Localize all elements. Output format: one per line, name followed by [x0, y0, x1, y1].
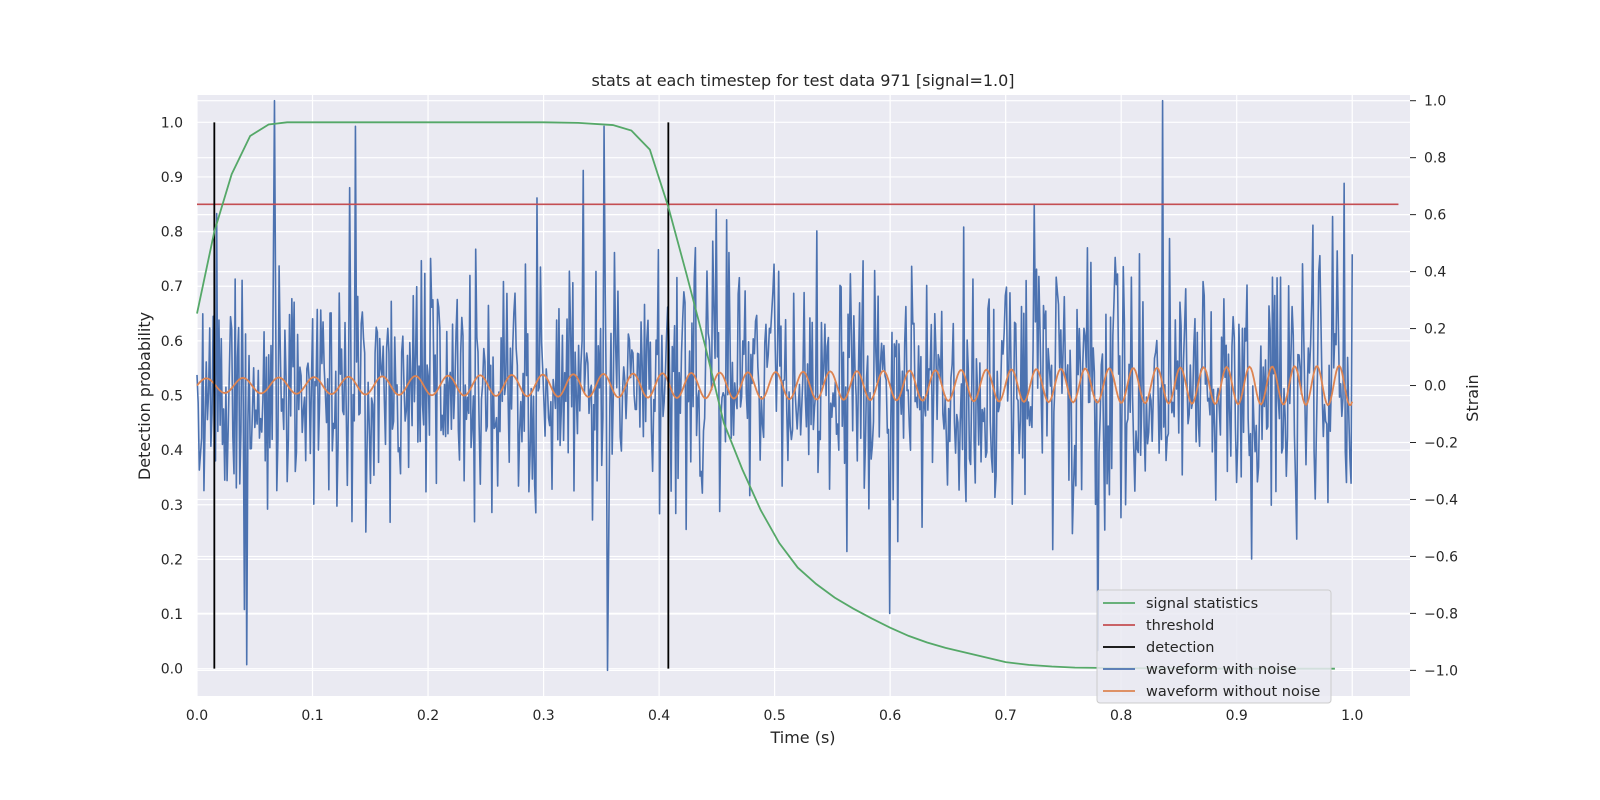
x-tick-label: 0.5 — [763, 708, 785, 724]
legend-label-waveform-with-noise: waveform with noise — [1146, 662, 1297, 678]
y-tick-label: 0.1 — [161, 607, 183, 623]
plot-area — [196, 99, 1399, 672]
y2-tick-label: −1.0 — [1424, 663, 1458, 679]
y-tick-label: 0.3 — [161, 498, 183, 514]
legend-label-waveform-without-noise: waveform without noise — [1146, 684, 1320, 700]
y2-tick-label: 0.6 — [1424, 208, 1446, 224]
series-waveform-with-noise — [196, 99, 1354, 672]
x-tick-label: 0.3 — [532, 708, 554, 724]
y2-tick-label: −0.8 — [1424, 606, 1458, 622]
x-tick-label: 1.0 — [1341, 708, 1363, 724]
legend-box — [1096, 589, 1332, 704]
legend: signal statistics threshold detection wa… — [1096, 589, 1332, 704]
y-tick-label: 0.4 — [161, 443, 183, 459]
x-tick-label: 0.2 — [417, 708, 439, 724]
x-tick-label: 0.8 — [1110, 708, 1132, 724]
y2-tick-label: 1.0 — [1424, 94, 1446, 110]
y-tick-label: 0.9 — [161, 170, 183, 186]
y2-tick-label: −0.2 — [1424, 435, 1458, 451]
y2-axis-label: Strain — [1463, 374, 1482, 421]
x-axis-label: Time (s) — [769, 728, 835, 747]
y-tick-label: 0.6 — [161, 334, 183, 350]
series-waveform-without-noise — [196, 364, 1354, 407]
chart-title: stats at each timestep for test data 971… — [591, 71, 1014, 90]
x-tick-label: 0.9 — [1226, 708, 1248, 724]
x-tick-label: 0.6 — [879, 708, 901, 724]
y2-tick-label: 0.2 — [1424, 322, 1446, 338]
y-tick-label: 0.5 — [161, 389, 183, 405]
y2-tick-label: 0.8 — [1424, 151, 1446, 167]
y2-tick-label: −0.4 — [1424, 492, 1458, 508]
grid — [196, 95, 1410, 696]
series-signal-statistics — [196, 121, 1335, 670]
y2-tick-label: 0.4 — [1424, 265, 1446, 281]
y-tick-label: 0.2 — [161, 552, 183, 568]
axes: 0.0 0.1 0.2 0.3 0.4 0.5 0.6 0.7 0.8 0.9 1.0 0.0 0.1 0… — [161, 94, 1458, 724]
y-axis-label: Detection probability — [135, 312, 154, 480]
y-tick-label: 0.8 — [161, 225, 183, 241]
legend-label-signal-statistics: signal statistics — [1146, 596, 1258, 612]
y-tick-label: 1.0 — [161, 115, 183, 131]
legend-label-detection: detection — [1146, 640, 1214, 656]
y-tick-label: 0.0 — [161, 662, 183, 678]
x-tick-label: 0.7 — [995, 708, 1017, 724]
x-tick-label: 0.4 — [648, 708, 670, 724]
x-tick-label: 0.1 — [301, 708, 323, 724]
y-tick-label: 0.7 — [161, 279, 183, 295]
legend-label-threshold: threshold — [1146, 618, 1214, 634]
y2-tick-label: 0.0 — [1424, 379, 1446, 395]
y2-tick-label: −0.6 — [1424, 549, 1458, 565]
x-tick-label: 0.0 — [186, 708, 208, 724]
